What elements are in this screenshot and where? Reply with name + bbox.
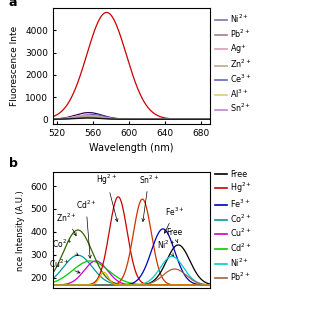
Legend: Ni$^{2+}$, Pb$^{2+}$, Ag$^{+}$, Zn$^{2+}$, Ce$^{3+}$, Al$^{3+}$, Sn$^{2+}$: Ni$^{2+}$, Pb$^{2+}$, Ag$^{+}$, Zn$^{2+}…: [215, 12, 252, 115]
Legend: Free, Hg$^{2+}$, Fe$^{3+}$, Co$^{2+}$, Cu$^{2+}$, Cd$^{2+}$, Ni$^{2+}$, Pb$^{2+}: Free, Hg$^{2+}$, Fe$^{3+}$, Co$^{2+}$, C…: [215, 169, 253, 284]
Text: Free: Free: [166, 228, 183, 243]
Y-axis label: Fluorescence Inte: Fluorescence Inte: [10, 26, 20, 106]
X-axis label: Wavelength (nm): Wavelength (nm): [89, 143, 173, 153]
Text: Hg$^{2+}$: Hg$^{2+}$: [96, 173, 118, 221]
Text: Fe$^{3+}$: Fe$^{3+}$: [164, 206, 184, 233]
Text: Zn$^{2+}$: Zn$^{2+}$: [56, 212, 76, 236]
Y-axis label: nce Intensity (A.U.): nce Intensity (A.U.): [16, 190, 25, 270]
Text: Co$^{2+}$: Co$^{2+}$: [52, 238, 78, 255]
Text: Sn$^{2+}$: Sn$^{2+}$: [139, 174, 159, 221]
Text: Cu$^{2+}$: Cu$^{2+}$: [49, 258, 80, 273]
Text: b: b: [9, 156, 18, 170]
Text: a: a: [9, 0, 17, 9]
Text: Ni$^{2+}$: Ni$^{2+}$: [156, 238, 175, 256]
Text: Cd$^{2+}$: Cd$^{2+}$: [76, 199, 96, 258]
